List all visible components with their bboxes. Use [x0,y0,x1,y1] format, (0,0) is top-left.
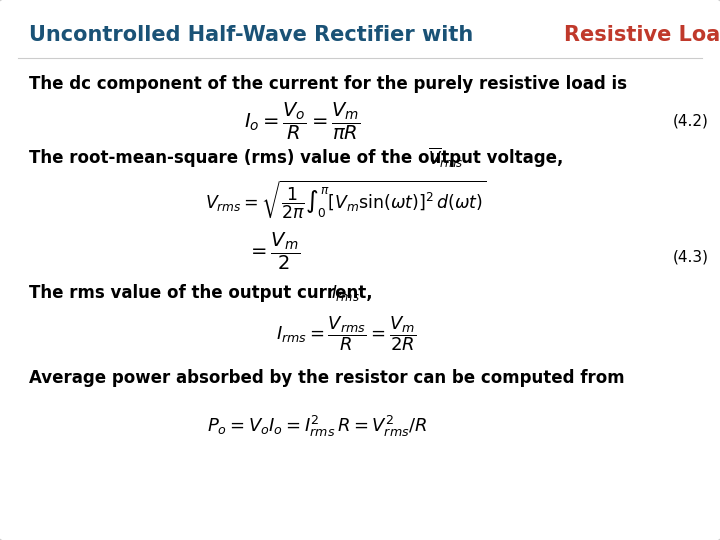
Text: Average power absorbed by the resistor can be computed from: Average power absorbed by the resistor c… [29,369,624,387]
Text: $I_{rms} = \dfrac{V_{rms}}{R} = \dfrac{V_m}{2R}$: $I_{rms} = \dfrac{V_{rms}}{R} = \dfrac{V… [276,314,415,353]
Text: $V_{rms} = \sqrt{\dfrac{1}{2\pi}\int_0^{\pi}[V_m \sin(\omega t)]^2\,d(\omega t)}: $V_{rms} = \sqrt{\dfrac{1}{2\pi}\int_0^{… [205,178,486,221]
Text: Uncontrolled Half-Wave Rectifier with: Uncontrolled Half-Wave Rectifier with [29,25,480,45]
Text: (4.2): (4.2) [673,114,709,129]
Text: The dc component of the current for the purely resistive load is: The dc component of the current for the … [29,75,627,93]
Text: $= \dfrac{V_m}{2}$: $= \dfrac{V_m}{2}$ [247,231,300,272]
Text: $I_o = \dfrac{V_o}{R} = \dfrac{V_m}{\pi R}$: $I_o = \dfrac{V_o}{R} = \dfrac{V_m}{\pi … [244,101,361,142]
Text: Resistive Load: Resistive Load [564,25,720,45]
Text: $\overline{V}_{rms}$: $\overline{V}_{rms}$ [428,146,464,170]
Text: The rms value of the output current,: The rms value of the output current, [29,284,372,302]
Text: (4.3): (4.3) [673,249,709,264]
Text: The root-mean-square (rms) value of the output voltage,: The root-mean-square (rms) value of the … [29,148,563,167]
Text: $I_{rms}$: $I_{rms}$ [331,282,360,303]
Text: $P_o = V_o I_o = I_{rms}^2\, R = V_{rms}^2/R$: $P_o = V_o I_o = I_{rms}^2\, R = V_{rms}… [207,414,427,439]
